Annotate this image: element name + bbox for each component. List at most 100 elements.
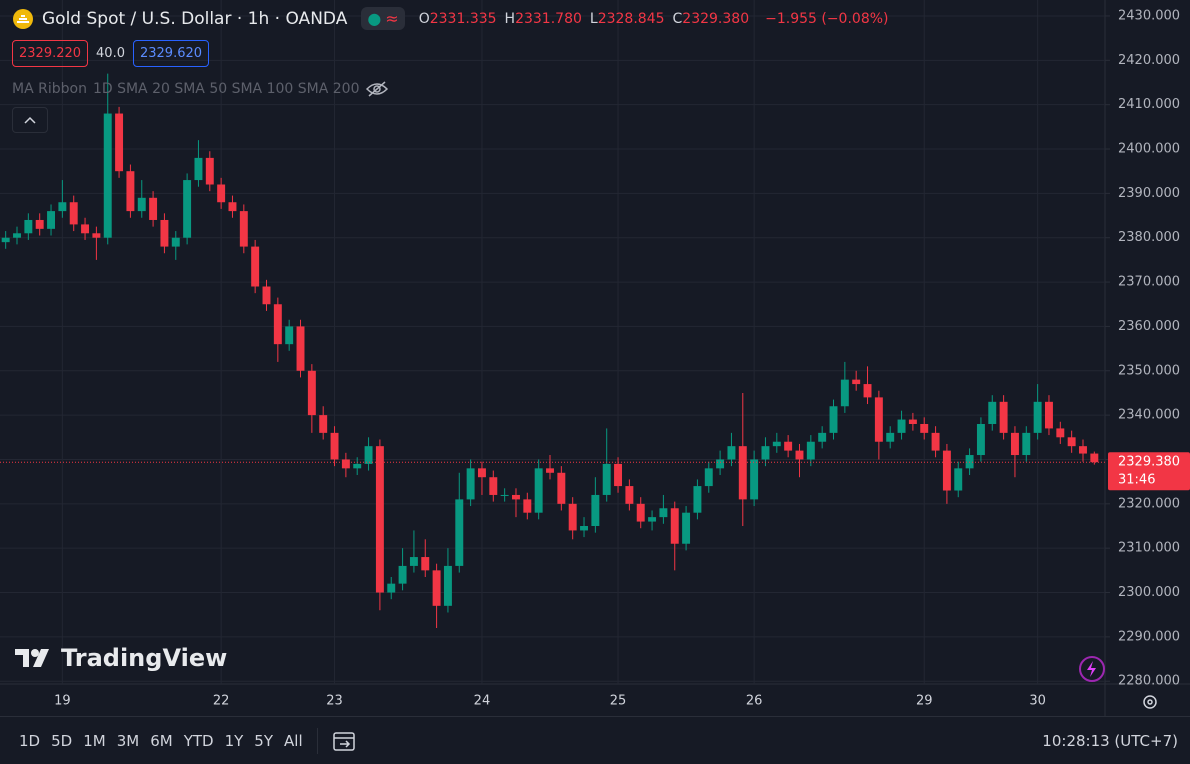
candle-body <box>931 432 940 451</box>
candle-body <box>874 397 883 442</box>
candle-body <box>341 459 350 469</box>
candle-body <box>988 401 997 424</box>
y-tick-label: 2370.000 <box>1118 275 1180 290</box>
candle-body <box>228 202 237 212</box>
alert-icon[interactable] <box>1078 655 1106 687</box>
candle-body <box>750 459 759 500</box>
x-tick-label: 26 <box>746 694 763 709</box>
candle-body <box>863 384 872 398</box>
candle-body <box>330 432 339 460</box>
buy-button[interactable]: 2329.620 <box>132 40 210 67</box>
candle-body <box>205 157 214 185</box>
range-button[interactable]: 6M <box>150 731 173 750</box>
y-tick-label: 2280.000 <box>1118 674 1180 689</box>
candle-body <box>976 423 985 456</box>
candle-body <box>443 565 452 606</box>
range-button[interactable]: 1Y <box>224 731 244 750</box>
y-tick-label: 2310.000 <box>1118 541 1180 556</box>
candle-body <box>1067 437 1076 447</box>
ohlc-value: 2331.780 <box>515 10 582 27</box>
candle-body <box>183 180 192 238</box>
clock: 10:28:13 (UTC+7) <box>1042 731 1178 750</box>
y-tick-label: 2350.000 <box>1118 363 1180 378</box>
candle-body <box>1079 446 1087 454</box>
candle-body <box>477 468 486 478</box>
candle-body <box>262 286 271 305</box>
candle-body <box>534 468 543 513</box>
chevron-up <box>24 116 36 124</box>
candle-body <box>47 211 55 229</box>
candle-body <box>251 246 260 287</box>
candle-body <box>432 570 441 606</box>
indicator-name: MA Ribbon <box>12 81 87 97</box>
candle-body <box>738 446 747 500</box>
y-tick-label: 2340.000 <box>1118 408 1180 423</box>
candle-body <box>319 415 328 433</box>
y-tick-label: 2320.000 <box>1118 496 1180 511</box>
candle-body <box>1045 401 1053 429</box>
candle-body <box>920 423 929 433</box>
candle-body <box>103 113 112 238</box>
candle-body <box>137 197 146 212</box>
collapse-button[interactable] <box>12 107 48 133</box>
candle-body <box>35 219 44 229</box>
candle-body <box>1033 401 1042 433</box>
candle-body <box>398 565 407 584</box>
candle-body <box>466 468 475 500</box>
last-price-label: 2329.380 <box>1118 455 1180 470</box>
candle-body <box>1010 432 1019 456</box>
candle-body <box>999 401 1008 433</box>
candle-body <box>580 525 588 531</box>
last-price-tag <box>1108 452 1190 491</box>
range-button[interactable]: 5D <box>51 731 73 750</box>
candle-body <box>568 503 577 531</box>
legend-row: Gold Spot / U.S. Dollar · 1h · OANDA ● ≈ … <box>12 7 889 30</box>
range-button[interactable]: 1M <box>83 731 106 750</box>
ohlc-label: H <box>504 10 516 27</box>
ohlc-values: O2331.335 H2331.780 L2328.845 C2329.380 <box>419 11 757 27</box>
y-tick-label: 2420.000 <box>1118 53 1180 68</box>
candle-body <box>829 406 838 433</box>
x-tick-label: 22 <box>213 694 230 709</box>
sell-button[interactable]: 2329.220 <box>12 40 89 67</box>
ohlc-label: C <box>672 10 683 27</box>
candle-body <box>217 184 226 203</box>
hide-icon[interactable] <box>365 80 389 98</box>
date-range-icon[interactable] <box>332 729 358 753</box>
candle-body <box>115 113 124 172</box>
candle-body <box>670 508 679 544</box>
candle-body <box>716 459 725 469</box>
spread: 40.0 <box>96 46 125 61</box>
indicator-row: MA Ribbon 1D SMA 20 SMA 50 SMA 100 SMA 2… <box>12 80 389 98</box>
candle-body <box>1090 453 1099 463</box>
candle-body <box>375 446 384 593</box>
symbol-title: Gold Spot / U.S. Dollar · 1h · OANDA <box>42 8 348 29</box>
y-tick-label: 2290.000 <box>1118 629 1180 644</box>
x-tick-label: 19 <box>54 694 71 709</box>
candle-body <box>353 463 362 469</box>
range-button[interactable]: All <box>284 731 303 750</box>
candle-body <box>546 468 554 473</box>
range-button[interactable]: 5Y <box>254 731 274 750</box>
candle-body <box>897 419 906 433</box>
candle-body <box>1022 432 1031 456</box>
watermark: TradingView <box>15 644 227 672</box>
y-tick-label: 2380.000 <box>1118 230 1180 245</box>
y-tick-label: 2360.000 <box>1118 319 1180 334</box>
candle-body <box>818 432 827 442</box>
candle-body <box>92 233 101 238</box>
candle-body <box>682 512 691 544</box>
candle-body <box>239 211 248 247</box>
range-button[interactable]: 3M <box>116 731 140 750</box>
settings-icon[interactable] <box>1140 692 1160 716</box>
candle-body <box>704 468 713 487</box>
range-button[interactable]: YTD <box>183 731 214 750</box>
candle-body <box>1 237 10 243</box>
status-pill[interactable]: ● ≈ <box>361 7 405 30</box>
y-tick-label: 2390.000 <box>1118 186 1180 201</box>
candle-body <box>852 379 861 385</box>
range-button[interactable]: 1D <box>19 731 41 750</box>
change: −1.955 (−0.08%) <box>765 10 889 27</box>
candle-body <box>81 224 90 234</box>
ohlc-value: 2328.845 <box>597 10 665 27</box>
